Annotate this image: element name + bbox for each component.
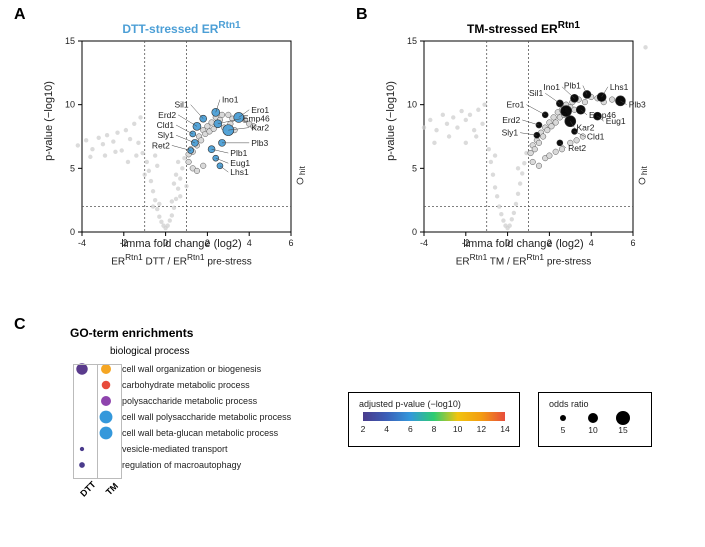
svg-text:hit: hit: [639, 165, 649, 175]
go-term-label: vesicle-mediated transport: [122, 444, 228, 454]
go-term-label: regulation of macroautophagy: [122, 460, 241, 470]
panel-a-label: A: [14, 6, 26, 24]
svg-text:Sil1: Sil1: [174, 100, 188, 110]
go-term-label: cell wall beta-glucan metabolic process: [122, 428, 278, 438]
svg-text:Plb3: Plb3: [629, 100, 646, 110]
svg-text:5: 5: [561, 425, 566, 435]
svg-text:2: 2: [361, 424, 366, 434]
svg-text:8: 8: [432, 424, 437, 434]
svg-text:14: 14: [500, 424, 510, 434]
svg-text:Erd2: Erd2: [502, 115, 520, 125]
svg-text:0: 0: [70, 227, 75, 237]
odds-legend: odds ratio 5 10 15: [538, 392, 652, 447]
go-term-label: carbohydrate metabolic process: [122, 380, 250, 390]
svg-text:Sil1: Sil1: [529, 88, 543, 98]
go-term-label: polysaccharide metabolic process: [122, 396, 257, 406]
volcano-a-sublabel: ERRtn1 DTT / ERRtn1 pre-stress: [54, 252, 309, 267]
svg-text:Plb1: Plb1: [564, 81, 581, 91]
volcano-a-ylabel: p-value (−log10): [43, 71, 55, 171]
volcano-a-title: DTT-stressed ERRtn1: [54, 20, 309, 36]
svg-text:0: 0: [412, 227, 417, 237]
svg-text:10: 10: [453, 424, 463, 434]
svg-text:Kar2: Kar2: [251, 123, 269, 133]
go-term-label: cell wall polysaccharide metabolic proce…: [122, 412, 291, 422]
volcano-b-title: TM-stressed ERRtn1: [396, 20, 651, 36]
svg-text:Emp46: Emp46: [243, 114, 270, 124]
svg-text:5: 5: [412, 163, 417, 173]
svg-text:Ero1: Ero1: [506, 100, 524, 110]
svg-text:Erd2: Erd2: [158, 110, 176, 120]
svg-text:Cld1: Cld1: [157, 120, 175, 130]
legend-container: adjusted p-value (−log10) 2 4 6 8 10 12 14 odd…: [348, 392, 652, 447]
svg-text:12: 12: [477, 424, 487, 434]
svg-text:Cld1: Cld1: [587, 132, 605, 142]
svg-text:4: 4: [384, 424, 389, 434]
volcano-plot-b: TM-stressed ERRtn1 -4-20246051015Ino1Plb…: [396, 20, 651, 260]
volcano-a-xlabel: limma fold change (log2): [54, 238, 309, 250]
volcano-b-sublabel: ERRtn1 TM / ERRtn1 pre-stress: [396, 252, 651, 267]
svg-text:Sly1: Sly1: [158, 130, 175, 140]
svg-text:Sly1: Sly1: [502, 128, 519, 138]
svg-text:5: 5: [70, 163, 75, 173]
svg-text:15: 15: [65, 36, 75, 46]
svg-text:Ino1: Ino1: [222, 95, 239, 105]
panel-c-label: C: [14, 316, 26, 334]
odds-legend-title: odds ratio: [549, 399, 641, 409]
svg-text:Plb1: Plb1: [230, 148, 247, 158]
volcano-plot-a: DTT-stressed ERRtn1 -4-20246051015Ino1Si…: [54, 20, 309, 260]
pvalue-legend: adjusted p-value (−log10) 2 4 6 8 10 12 14: [348, 392, 520, 447]
go-term-section: GO-term enrichments biological process c…: [70, 326, 330, 497]
go-subtitle: biological process: [110, 346, 330, 357]
svg-text:Lhs1: Lhs1: [230, 167, 249, 177]
svg-text:10: 10: [65, 100, 75, 110]
svg-text:Lhs1: Lhs1: [610, 82, 629, 92]
pvalue-legend-title: adjusted p-value (−log10): [359, 399, 509, 409]
volcano-b-xlabel: limma fold change (log2): [396, 238, 651, 250]
svg-text:15: 15: [407, 36, 417, 46]
svg-text:10: 10: [588, 425, 598, 435]
go-title: GO-term enrichments: [70, 326, 330, 340]
svg-text:Ino1: Ino1: [543, 82, 560, 92]
svg-text:Plb3: Plb3: [251, 138, 268, 148]
volcano-b-ylabel: p-value (−log10): [385, 71, 397, 171]
svg-text:Eug1: Eug1: [606, 116, 626, 126]
svg-text:15: 15: [618, 425, 628, 435]
svg-text:Ret2: Ret2: [568, 143, 586, 153]
panel-b-label: B: [356, 6, 368, 24]
svg-text:hit: hit: [297, 165, 307, 175]
svg-text:Ret2: Ret2: [152, 140, 170, 150]
svg-text:10: 10: [407, 100, 417, 110]
svg-text:6: 6: [408, 424, 413, 434]
go-term-label: cell wall organization or biogenesis: [122, 364, 261, 374]
